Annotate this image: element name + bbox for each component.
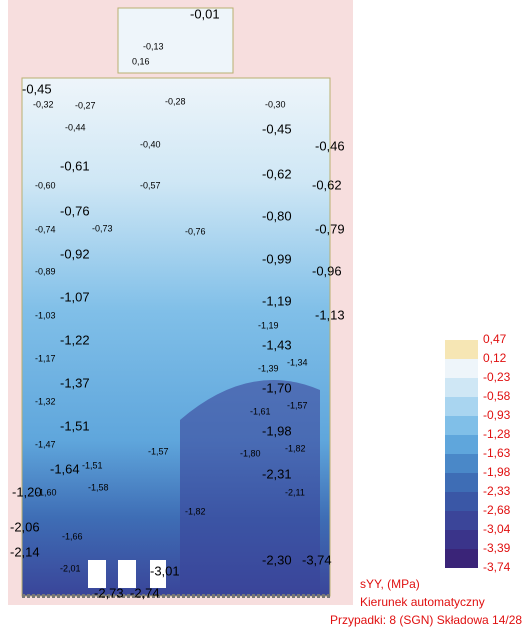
legend-label: -2,33 (483, 484, 511, 498)
stress-label: -2,01 (60, 563, 81, 573)
stress-label: -2,31 (262, 466, 292, 481)
stress-label: -1,98 (262, 423, 292, 438)
stress-label: -2,14 (10, 544, 40, 559)
stress-label: -3,01 (150, 563, 180, 578)
stress-label: -1,51 (82, 460, 103, 470)
stress-label: -0,76 (185, 226, 206, 236)
legend-label: -3,39 (483, 541, 511, 555)
stress-label: -0,92 (60, 246, 90, 261)
stress-label: -0,40 (140, 139, 161, 149)
legend-label: -3,04 (483, 522, 511, 536)
stress-label: -1,60 (36, 487, 57, 497)
legend-swatch (445, 435, 478, 454)
stress-label: -1,03 (35, 310, 56, 320)
footer-text: Kierunek automatyczny (360, 595, 485, 609)
stress-label: -1,39 (258, 363, 279, 373)
legend-swatch (445, 454, 478, 473)
stress-label: -0,44 (65, 122, 86, 132)
stress-label: -1,51 (60, 418, 90, 433)
stress-label: -1,82 (285, 443, 306, 453)
legend-swatch (445, 473, 478, 492)
stress-label: -1,61 (250, 406, 271, 416)
stress-label: -0,74 (35, 224, 56, 234)
stress-label: -0,27 (75, 100, 96, 110)
stress-label: -1,80 (240, 448, 261, 458)
stress-label: -0,61 (60, 158, 90, 173)
stress-label: -0,79 (315, 221, 345, 236)
stress-label: -2,11 (285, 487, 305, 497)
footer-text: Przypadki: 8 (SGN) Składowa 14/28 (330, 613, 522, 627)
stress-label: -0,45 (22, 81, 52, 96)
legend-label: 0,47 (483, 332, 507, 346)
stress-label: -0,89 (35, 266, 56, 276)
stress-label: -0,62 (312, 177, 342, 192)
stress-label: -1,57 (148, 446, 169, 456)
footer-text: sYY, (MPa) (360, 577, 420, 591)
stress-label: -0,28 (165, 96, 186, 106)
stress-label: -0,76 (60, 203, 90, 218)
stress-label: -1,82 (185, 506, 206, 516)
stress-label: -2,74 (130, 585, 160, 600)
stress-label: -1,19 (262, 293, 292, 308)
stress-label: -1,43 (262, 337, 292, 352)
stress-label: -0,96 (312, 263, 342, 278)
stress-label: -1,32 (35, 396, 56, 406)
stress-label: -0,60 (35, 180, 56, 190)
stress-map: -0,01 -0,13 0,16 -0,45 -0,32 -0,27 -0,28 -0,30 -… (0, 0, 528, 637)
stress-label: -0,30 (265, 99, 286, 109)
legend-swatch (445, 378, 478, 397)
stress-label: -1,57 (287, 400, 308, 410)
legend-swatch (445, 492, 478, 511)
stress-label: -1,19 (258, 320, 279, 330)
stress-label: -0,80 (262, 208, 292, 223)
stress-label: -2,73 (94, 585, 124, 600)
stress-label: -1,47 (35, 439, 56, 449)
legend-swatch (445, 530, 478, 549)
stress-label: -0,45 (262, 121, 292, 136)
legend-label: -0,58 (483, 389, 511, 403)
legend-swatch (445, 511, 478, 530)
stress-label: -0,62 (262, 166, 292, 181)
stress-label: -0,32 (33, 99, 54, 109)
legend-swatch (445, 359, 478, 378)
stress-label: -2,06 (10, 519, 40, 534)
stress-label: -0,46 (315, 138, 345, 153)
stress-label: -1,13 (315, 307, 345, 322)
stress-label: 0,16 (132, 56, 150, 66)
legend-label: -0,23 (483, 370, 511, 384)
stress-label: -0,13 (143, 41, 164, 51)
stress-label: -3,74 (302, 552, 332, 567)
legend-swatch (445, 549, 478, 568)
stress-label: -1,66 (62, 531, 83, 541)
stress-label: -0,73 (92, 223, 113, 233)
stress-label: -0,01 (190, 6, 220, 21)
stress-label: -2,30 (262, 552, 292, 567)
legend-label: -0,93 (483, 408, 511, 422)
stress-label: -1,17 (35, 353, 56, 363)
legend-label: -1,98 (483, 465, 511, 479)
stress-label: -1,70 (262, 380, 292, 395)
legend-swatch (445, 416, 478, 435)
stress-label: -1,37 (60, 375, 90, 390)
legend-label: -1,63 (483, 446, 511, 460)
stress-label: -1,22 (60, 332, 90, 347)
stress-label: -1,07 (60, 289, 90, 304)
legend-label: -2,68 (483, 503, 511, 517)
legend-swatch (445, 340, 478, 359)
legend-label: -3,74 (483, 560, 511, 574)
legend-label: -1,28 (483, 427, 511, 441)
stress-label: -0,57 (140, 180, 161, 190)
stress-label: -1,58 (88, 482, 109, 492)
stress-label: -0,99 (262, 251, 292, 266)
legend-label: 0,12 (483, 351, 507, 365)
legend-swatch (445, 397, 478, 416)
stress-label: -1,64 (50, 461, 80, 476)
stress-label: -1,34 (287, 357, 308, 367)
